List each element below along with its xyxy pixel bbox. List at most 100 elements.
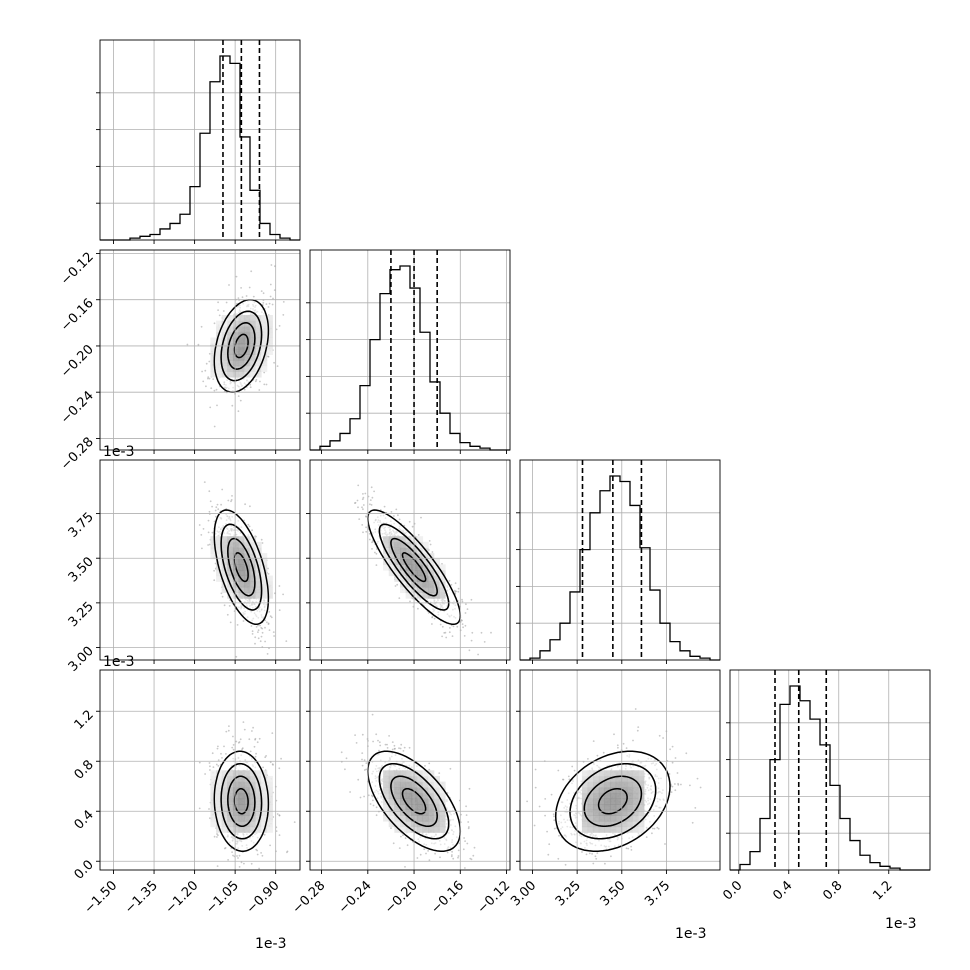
scatter-point xyxy=(278,767,281,770)
scatter-point xyxy=(216,865,219,867)
scatter-point xyxy=(419,853,422,856)
scatter-point xyxy=(250,862,253,865)
scatter-point xyxy=(402,834,404,837)
scatter-point xyxy=(200,534,203,536)
scatter-point xyxy=(282,314,285,316)
scatter-point xyxy=(240,287,243,289)
scatter-point xyxy=(417,607,419,610)
scatter-point xyxy=(268,629,271,631)
scatter-point xyxy=(223,604,226,607)
scatter-point xyxy=(213,389,216,392)
scatter-point xyxy=(218,314,221,317)
density-cell xyxy=(266,775,273,783)
scatter-point xyxy=(457,849,460,852)
scatter-point xyxy=(456,625,459,628)
scatter-point xyxy=(207,376,210,379)
scatter-point xyxy=(400,835,402,838)
scatter-point xyxy=(431,623,433,625)
scatter-point xyxy=(463,837,465,839)
y-tick-label: 1.2 xyxy=(72,707,97,732)
scatter-point xyxy=(374,551,376,554)
scatter-point xyxy=(285,640,288,642)
scatter-point xyxy=(403,746,406,749)
scatter-point xyxy=(267,306,270,308)
scatter-point xyxy=(397,514,399,517)
scatter-point xyxy=(264,626,266,629)
scatter-point xyxy=(398,747,400,749)
scatter-point xyxy=(362,531,364,534)
scatter-point xyxy=(254,642,256,645)
scatter-point xyxy=(252,295,255,298)
scatter-point xyxy=(254,755,257,758)
scatter-point xyxy=(251,633,254,635)
scatter-point xyxy=(202,528,205,530)
scatter-point xyxy=(286,850,289,853)
scatter-point xyxy=(232,735,234,738)
scatter-point xyxy=(273,361,275,364)
histogram-2 xyxy=(520,475,720,661)
scatter-point xyxy=(375,733,378,736)
scatter-point xyxy=(255,626,258,628)
scatter-point xyxy=(226,613,229,616)
scatter-point xyxy=(267,567,269,570)
density-cell xyxy=(210,820,217,828)
scatter-point xyxy=(263,371,266,374)
y-tick-label: 0.0 xyxy=(72,857,97,882)
density-cell xyxy=(266,826,273,833)
scatter-point xyxy=(257,637,260,640)
scatter-point xyxy=(237,857,239,859)
contour-line xyxy=(227,322,256,370)
density-cell xyxy=(216,326,223,333)
scatter-point xyxy=(416,857,419,859)
scatter-point xyxy=(204,369,207,372)
scatter-point xyxy=(467,821,470,823)
scatter-point xyxy=(245,295,248,297)
scatter-point xyxy=(375,552,378,555)
scatter-point xyxy=(400,743,403,746)
scatter-point xyxy=(417,534,420,536)
y-tick-label: −0.20 xyxy=(58,342,97,381)
scatter-point xyxy=(213,579,216,582)
scatter-point xyxy=(251,529,254,532)
y-tick-label: 3.50 xyxy=(66,554,97,585)
density-cell xyxy=(266,820,273,828)
scatter-point xyxy=(409,600,411,603)
contour-line xyxy=(233,333,249,359)
scatter-point xyxy=(215,388,218,391)
scatter-point xyxy=(224,847,227,849)
panel-0-3 xyxy=(198,721,296,870)
scatter-point xyxy=(450,583,453,586)
histogram-frame xyxy=(519,459,721,661)
x-tick-label: −0.90 xyxy=(244,878,283,917)
scatter-point xyxy=(223,745,225,748)
scatter-point xyxy=(208,808,210,810)
scatter-point xyxy=(451,854,453,856)
scatter-point xyxy=(205,362,208,365)
scatter-point xyxy=(361,498,364,501)
density-cell xyxy=(266,331,273,339)
scatter-point xyxy=(217,759,220,761)
scatter-point xyxy=(258,867,260,870)
scatter-point xyxy=(254,380,257,383)
scatter-point xyxy=(216,404,218,407)
scatter-point xyxy=(231,746,234,749)
y-tick-label: −0.12 xyxy=(58,250,97,289)
scatter-point xyxy=(466,842,469,845)
scatter-point xyxy=(249,505,251,508)
scatter-point xyxy=(269,283,272,286)
density-cell xyxy=(210,365,217,372)
scatter-point xyxy=(270,264,273,266)
scatter-point xyxy=(272,631,275,633)
scatter-point xyxy=(202,380,205,383)
scatter-point xyxy=(280,757,282,760)
scatter-point xyxy=(198,761,201,764)
scatter-point xyxy=(260,635,263,638)
scatter-point xyxy=(444,631,447,634)
scatter-point xyxy=(396,583,399,586)
scatter-point xyxy=(259,640,262,643)
scatter-point xyxy=(369,499,372,501)
scatter-point xyxy=(361,752,364,754)
scatter-point xyxy=(204,773,207,775)
scatter-point xyxy=(361,506,363,509)
scatter-point xyxy=(431,551,434,553)
